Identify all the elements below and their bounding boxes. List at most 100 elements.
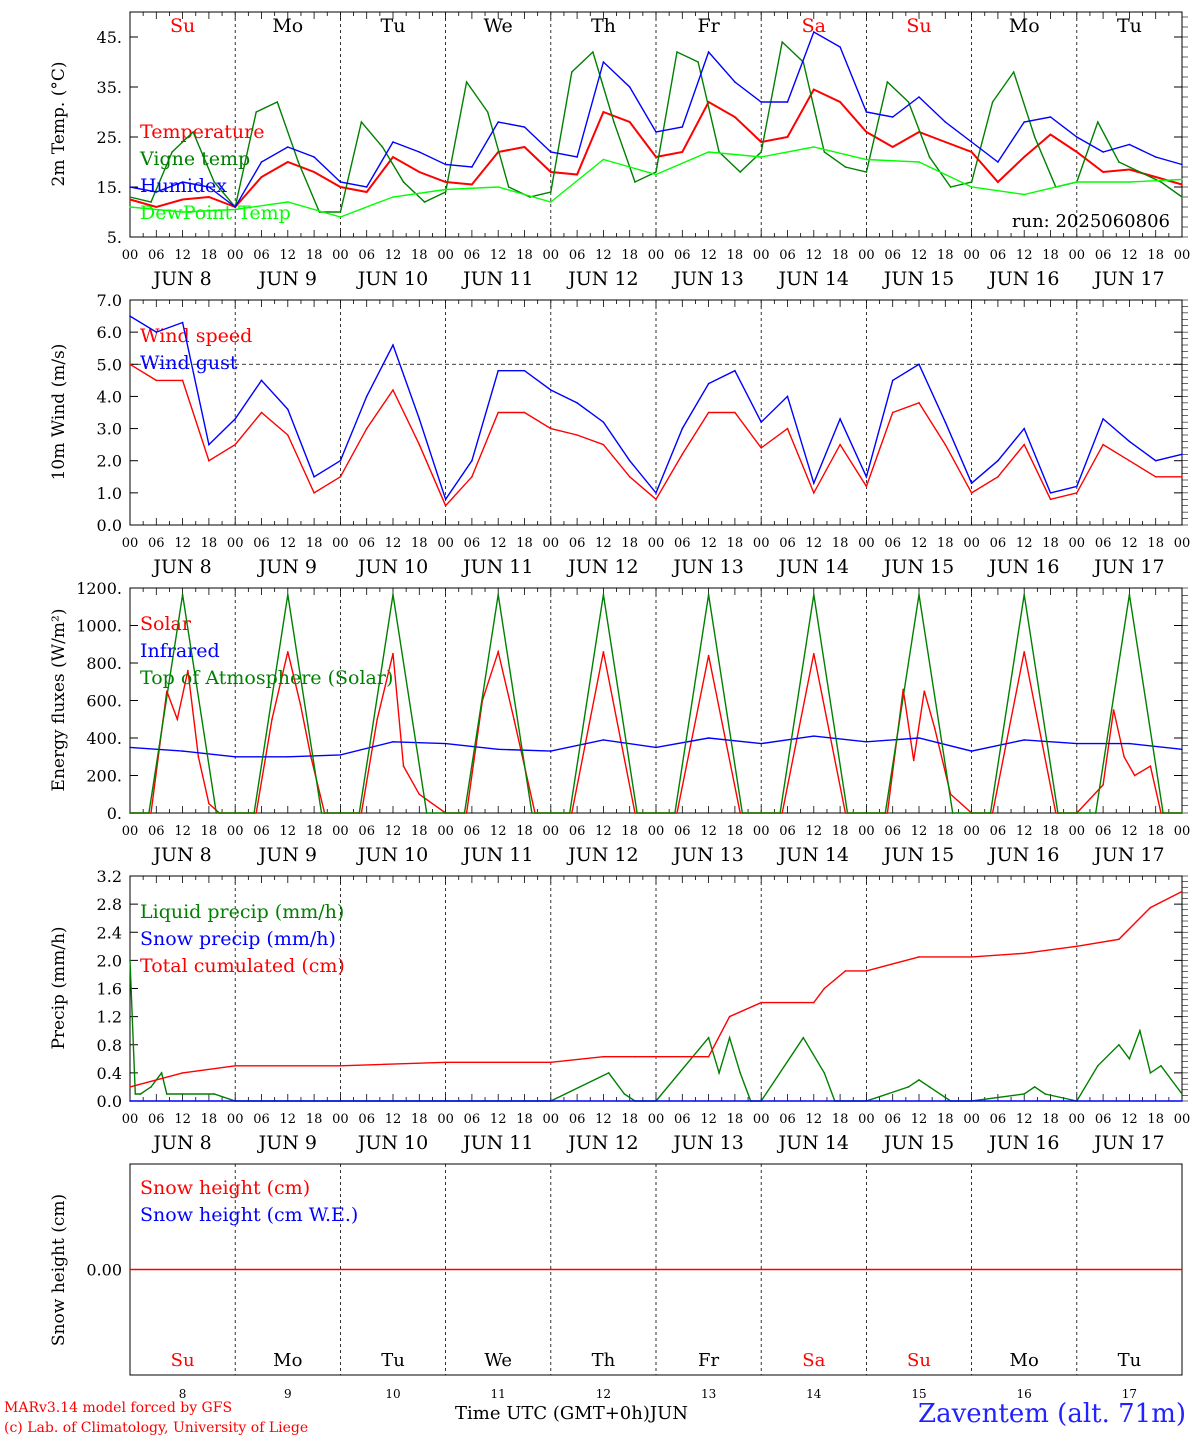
- y-tick-label: 1.6: [97, 980, 122, 999]
- data-point: [918, 593, 920, 596]
- day-number: 15: [911, 1387, 926, 1401]
- data-point: [602, 111, 605, 113]
- data-point: [523, 369, 526, 372]
- data-point: [1128, 459, 1131, 462]
- data-point: [444, 188, 447, 191]
- data-point: [944, 443, 947, 446]
- data-point: [129, 363, 131, 366]
- data-point: [197, 755, 200, 758]
- date-label: JUN 9: [257, 1132, 317, 1154]
- data-point: [846, 812, 849, 814]
- data-point: [1123, 755, 1125, 758]
- date-label: JUN 10: [356, 844, 428, 866]
- data-point: [463, 812, 466, 814]
- data-point: [928, 156, 931, 158]
- data-point: [813, 482, 815, 485]
- data-point: [418, 443, 421, 446]
- hour-label: 12: [1016, 248, 1033, 263]
- weekday-label: Sa: [802, 15, 826, 37]
- data-point: [1118, 938, 1120, 941]
- data-point: [1181, 748, 1183, 751]
- weekday-label: Th: [591, 15, 616, 37]
- data-point: [707, 1055, 710, 1058]
- data-point: [1023, 593, 1025, 596]
- data-point: [299, 703, 302, 706]
- data-point: [813, 652, 815, 655]
- date-label: JUN 9: [257, 556, 317, 578]
- hour-label: 06: [358, 1112, 375, 1127]
- date-label: JUN 15: [882, 556, 954, 578]
- hour-label: 18: [937, 824, 954, 839]
- data-point: [655, 131, 657, 133]
- data-point: [734, 411, 736, 414]
- data-point: [392, 740, 394, 743]
- data-point: [1097, 121, 1099, 123]
- day-number: 10: [385, 1387, 400, 1401]
- data-point: [339, 754, 342, 756]
- date-label: JUN 15: [882, 844, 954, 866]
- data-point: [839, 46, 841, 48]
- data-point: [402, 765, 405, 767]
- data-point: [1128, 593, 1131, 596]
- y-axis-label: Energy fluxes (W/m²): [49, 609, 69, 792]
- data-point: [592, 51, 594, 53]
- data-point: [150, 1086, 152, 1088]
- data-point: [970, 482, 973, 485]
- data-point: [681, 453, 684, 456]
- data-point: [1128, 440, 1131, 443]
- date-label: JUN 17: [1092, 1132, 1164, 1154]
- data-point: [1097, 1065, 1099, 1067]
- hour-label: 18: [516, 1112, 533, 1127]
- hour-label: 18: [621, 248, 638, 263]
- y-tick-label: 45.: [97, 28, 122, 47]
- hour-label: 12: [806, 824, 823, 839]
- data-point: [839, 101, 841, 103]
- data-point: [1149, 765, 1152, 767]
- hour-label: 18: [411, 1112, 428, 1127]
- date-label: JUN 11: [461, 1132, 533, 1154]
- hour-label: 18: [937, 1112, 954, 1127]
- date-label: JUN 8: [151, 556, 211, 578]
- hour-label: 06: [674, 536, 691, 551]
- data-point: [802, 1036, 805, 1039]
- data-point: [497, 121, 500, 123]
- data-point: [234, 812, 236, 814]
- data-point: [865, 970, 868, 972]
- y-tick-label: 2.8: [97, 895, 122, 914]
- data-point: [707, 151, 710, 153]
- data-point: [360, 812, 363, 814]
- hour-label: 12: [911, 536, 928, 551]
- hour-label: 00: [963, 824, 980, 839]
- date-label: JUN 14: [777, 844, 849, 866]
- data-point: [139, 1093, 142, 1095]
- hour-label: 18: [306, 824, 323, 839]
- day-number: 16: [1017, 1387, 1032, 1401]
- hour-label: 18: [621, 1112, 638, 1127]
- data-point: [465, 812, 468, 814]
- y-tick-label: 3.2: [97, 867, 122, 886]
- date-label: JUN 17: [1092, 268, 1164, 290]
- date-label: JUN 16: [987, 1132, 1059, 1154]
- data-point: [155, 379, 158, 382]
- hour-label: 06: [990, 248, 1007, 263]
- data-point: [928, 1086, 931, 1088]
- data-point: [697, 61, 699, 63]
- date-label: JUN 11: [461, 556, 533, 578]
- data-point: [287, 408, 289, 411]
- data-point: [1076, 812, 1078, 814]
- data-point: [339, 1065, 342, 1067]
- hour-label: 06: [884, 1112, 901, 1127]
- hour-label: 00: [1069, 536, 1086, 551]
- hour-label: 12: [174, 1112, 191, 1127]
- data-point: [181, 211, 184, 213]
- y-tick-label: 0.4: [97, 1064, 122, 1083]
- data-point: [707, 1036, 710, 1039]
- data-point: [918, 96, 920, 98]
- data-point: [550, 812, 552, 814]
- hour-label: 06: [464, 248, 481, 263]
- data-point: [1049, 498, 1052, 501]
- hour-label: 12: [280, 248, 297, 263]
- data-point: [550, 151, 552, 153]
- data-point: [907, 1086, 910, 1088]
- hour-label: 00: [332, 1112, 349, 1127]
